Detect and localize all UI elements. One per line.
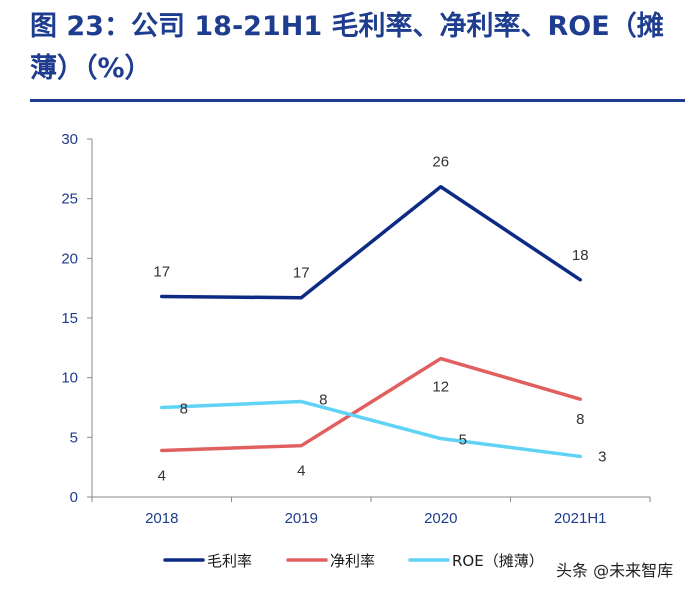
y-tick-label: 15 xyxy=(61,310,78,327)
data-label: 26 xyxy=(432,154,449,171)
y-tick-label: 5 xyxy=(70,429,78,446)
y-tick-label: 20 xyxy=(61,250,78,267)
chart-legend: 毛利率 净利率 ROE（摊薄） xyxy=(163,552,544,570)
figure-title: 图 23：公司 18-21H1 毛利率、净利率、ROE（摊薄）（%） xyxy=(30,11,664,84)
data-label: 8 xyxy=(180,401,188,418)
x-tick-label: 2021H1 xyxy=(554,510,607,527)
series-line-3 xyxy=(160,399,582,459)
x-tick-label: 2020 xyxy=(424,510,457,527)
data-label: 8 xyxy=(576,411,584,428)
chart-series xyxy=(160,184,582,459)
data-label: 12 xyxy=(432,379,449,396)
data-labels: 17 17 26 18 4 4 12 8 8 8 5 3 xyxy=(153,154,606,485)
legend-label: 净利率 xyxy=(330,552,375,570)
y-tick-label: 30 xyxy=(61,131,78,148)
title-divider xyxy=(30,99,685,102)
chart-axes: 0 5 10 15 20 25 30 2018 2019 2020 2021H1 xyxy=(61,131,651,527)
legend-label: 毛利率 xyxy=(207,552,252,570)
data-label: 18 xyxy=(572,247,589,264)
data-label: 3 xyxy=(598,448,606,465)
y-tick-label: 25 xyxy=(61,191,78,208)
x-tick-label: 2018 xyxy=(145,510,178,527)
series-line-1 xyxy=(160,184,582,300)
y-tick-label: 0 xyxy=(70,489,78,506)
data-label: 17 xyxy=(293,265,310,282)
legend-label: ROE（摊薄） xyxy=(452,552,544,570)
y-tick-label: 10 xyxy=(61,370,78,387)
data-label: 4 xyxy=(297,463,305,480)
data-label: 4 xyxy=(158,467,166,484)
data-label: 17 xyxy=(153,264,170,281)
x-tick-label: 2019 xyxy=(285,510,318,527)
series-line-2 xyxy=(160,356,582,453)
data-label: 5 xyxy=(459,432,467,449)
data-label: 8 xyxy=(319,392,327,409)
watermark: 头条 @未来智库 xyxy=(556,561,673,580)
